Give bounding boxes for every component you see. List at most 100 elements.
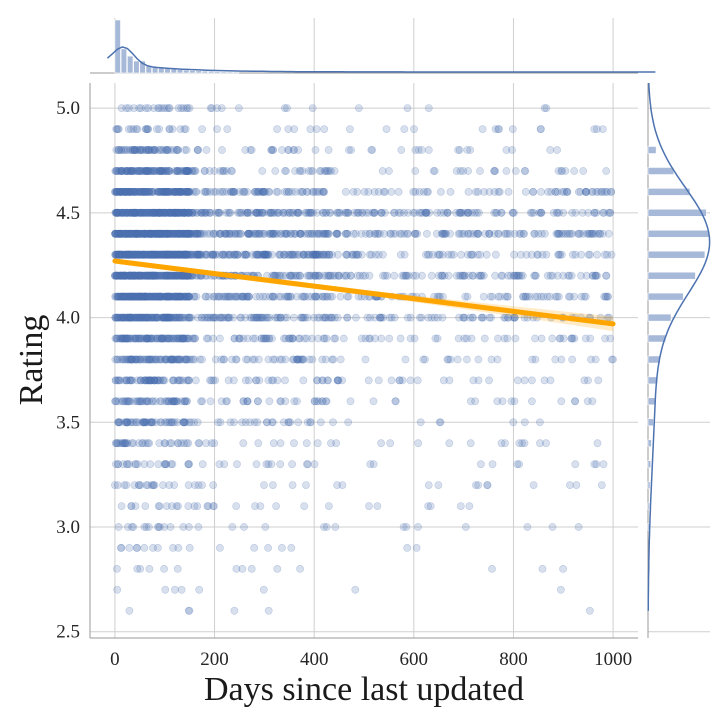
scatter-point bbox=[172, 502, 181, 510]
scatter-point bbox=[167, 334, 176, 343]
scatter-point bbox=[336, 355, 345, 364]
scatter-point bbox=[602, 271, 610, 280]
scatter-point bbox=[260, 481, 268, 489]
scatter-point bbox=[170, 355, 178, 364]
scatter-point bbox=[145, 565, 154, 573]
scatter-point bbox=[156, 355, 164, 364]
scatter-point bbox=[291, 229, 299, 238]
scatter-point bbox=[456, 271, 465, 280]
scatter-point bbox=[331, 523, 340, 531]
scatter-point bbox=[462, 355, 471, 364]
scatter-point bbox=[144, 104, 153, 112]
scatter-point bbox=[251, 376, 260, 385]
scatter-point bbox=[203, 502, 212, 510]
scatter-point bbox=[479, 313, 488, 322]
scatter-point bbox=[422, 208, 430, 217]
scatter-point bbox=[462, 334, 471, 343]
scatter-point bbox=[511, 334, 520, 343]
scatter-point bbox=[147, 355, 156, 364]
scatter-point bbox=[305, 355, 314, 364]
scatter-point bbox=[132, 397, 141, 406]
scatter-point bbox=[148, 334, 157, 343]
scatter-point bbox=[278, 146, 286, 154]
scatter-point bbox=[151, 355, 160, 364]
scatter-point bbox=[396, 208, 405, 217]
scatter-point bbox=[170, 334, 179, 343]
scatter-point bbox=[144, 355, 153, 364]
scatter-point bbox=[497, 271, 506, 280]
scatter-point bbox=[173, 229, 182, 238]
scatter-point bbox=[160, 523, 169, 531]
right-hist-bar bbox=[647, 167, 675, 175]
scatter-point bbox=[593, 250, 601, 259]
scatter-point bbox=[293, 355, 301, 364]
scatter-point bbox=[321, 208, 330, 217]
scatter-point bbox=[313, 439, 322, 448]
scatter-point bbox=[474, 355, 483, 364]
scatter-point bbox=[148, 187, 156, 196]
scatter-point bbox=[128, 355, 137, 364]
scatter-point bbox=[129, 250, 138, 259]
scatter-point bbox=[134, 481, 143, 489]
right-hist-bar bbox=[647, 439, 652, 447]
scatter-point bbox=[502, 167, 511, 175]
scatter-point bbox=[587, 187, 596, 196]
scatter-point bbox=[141, 397, 149, 406]
scatter-point bbox=[277, 544, 286, 552]
scatter-point bbox=[148, 355, 157, 364]
scatter-point bbox=[261, 334, 270, 343]
scatter-point bbox=[571, 397, 579, 406]
scatter-point bbox=[215, 187, 224, 196]
scatter-point bbox=[177, 208, 186, 217]
scatter-point bbox=[164, 334, 173, 343]
scatter-point bbox=[478, 125, 487, 134]
right-hist-bar bbox=[647, 271, 696, 280]
x-tick-label: 600 bbox=[400, 649, 429, 670]
scatter-point bbox=[136, 334, 144, 343]
scatter-point bbox=[236, 313, 245, 322]
scatter-point bbox=[140, 376, 149, 385]
scatter-point bbox=[410, 229, 419, 238]
scatter-point bbox=[154, 292, 162, 301]
scatter-point bbox=[294, 334, 303, 343]
scatter-point bbox=[461, 292, 470, 301]
scatter-point bbox=[141, 502, 150, 510]
scatter-point bbox=[144, 376, 153, 385]
scatter-point bbox=[144, 376, 152, 385]
scatter-point bbox=[156, 229, 165, 238]
top-hist-bar bbox=[201, 70, 209, 74]
scatter-point bbox=[182, 146, 191, 154]
scatter-point bbox=[498, 397, 507, 406]
scatter-point bbox=[126, 355, 134, 364]
scatter-point bbox=[493, 334, 502, 343]
scatter-point bbox=[164, 418, 173, 427]
scatter-point bbox=[279, 334, 288, 343]
scatter-point bbox=[131, 460, 139, 469]
scatter-point bbox=[598, 125, 607, 134]
scatter-point bbox=[172, 334, 181, 343]
scatter-point bbox=[126, 355, 135, 364]
scatter-point bbox=[538, 565, 547, 573]
scatter-point bbox=[174, 104, 183, 112]
top-hist-bar bbox=[195, 70, 202, 74]
scatter-point bbox=[221, 229, 230, 238]
scatter-point bbox=[162, 397, 171, 406]
scatter-point bbox=[180, 418, 189, 427]
scatter-point bbox=[127, 439, 136, 448]
scatter-point bbox=[127, 502, 136, 510]
scatter-point bbox=[518, 439, 526, 448]
scatter-point bbox=[162, 355, 171, 364]
scatter-point bbox=[185, 376, 194, 385]
scatter-point bbox=[316, 418, 325, 427]
scatter-point bbox=[280, 104, 289, 112]
scatter-point bbox=[149, 418, 157, 427]
scatter-point bbox=[217, 355, 226, 364]
scatter-point bbox=[551, 355, 560, 364]
scatter-point bbox=[418, 271, 426, 280]
scatter-point bbox=[179, 334, 188, 343]
scatter-point bbox=[299, 355, 308, 364]
scatter-point bbox=[126, 334, 135, 343]
scatter-point bbox=[243, 397, 252, 406]
scatter-point bbox=[239, 397, 248, 406]
scatter-point bbox=[211, 355, 220, 364]
